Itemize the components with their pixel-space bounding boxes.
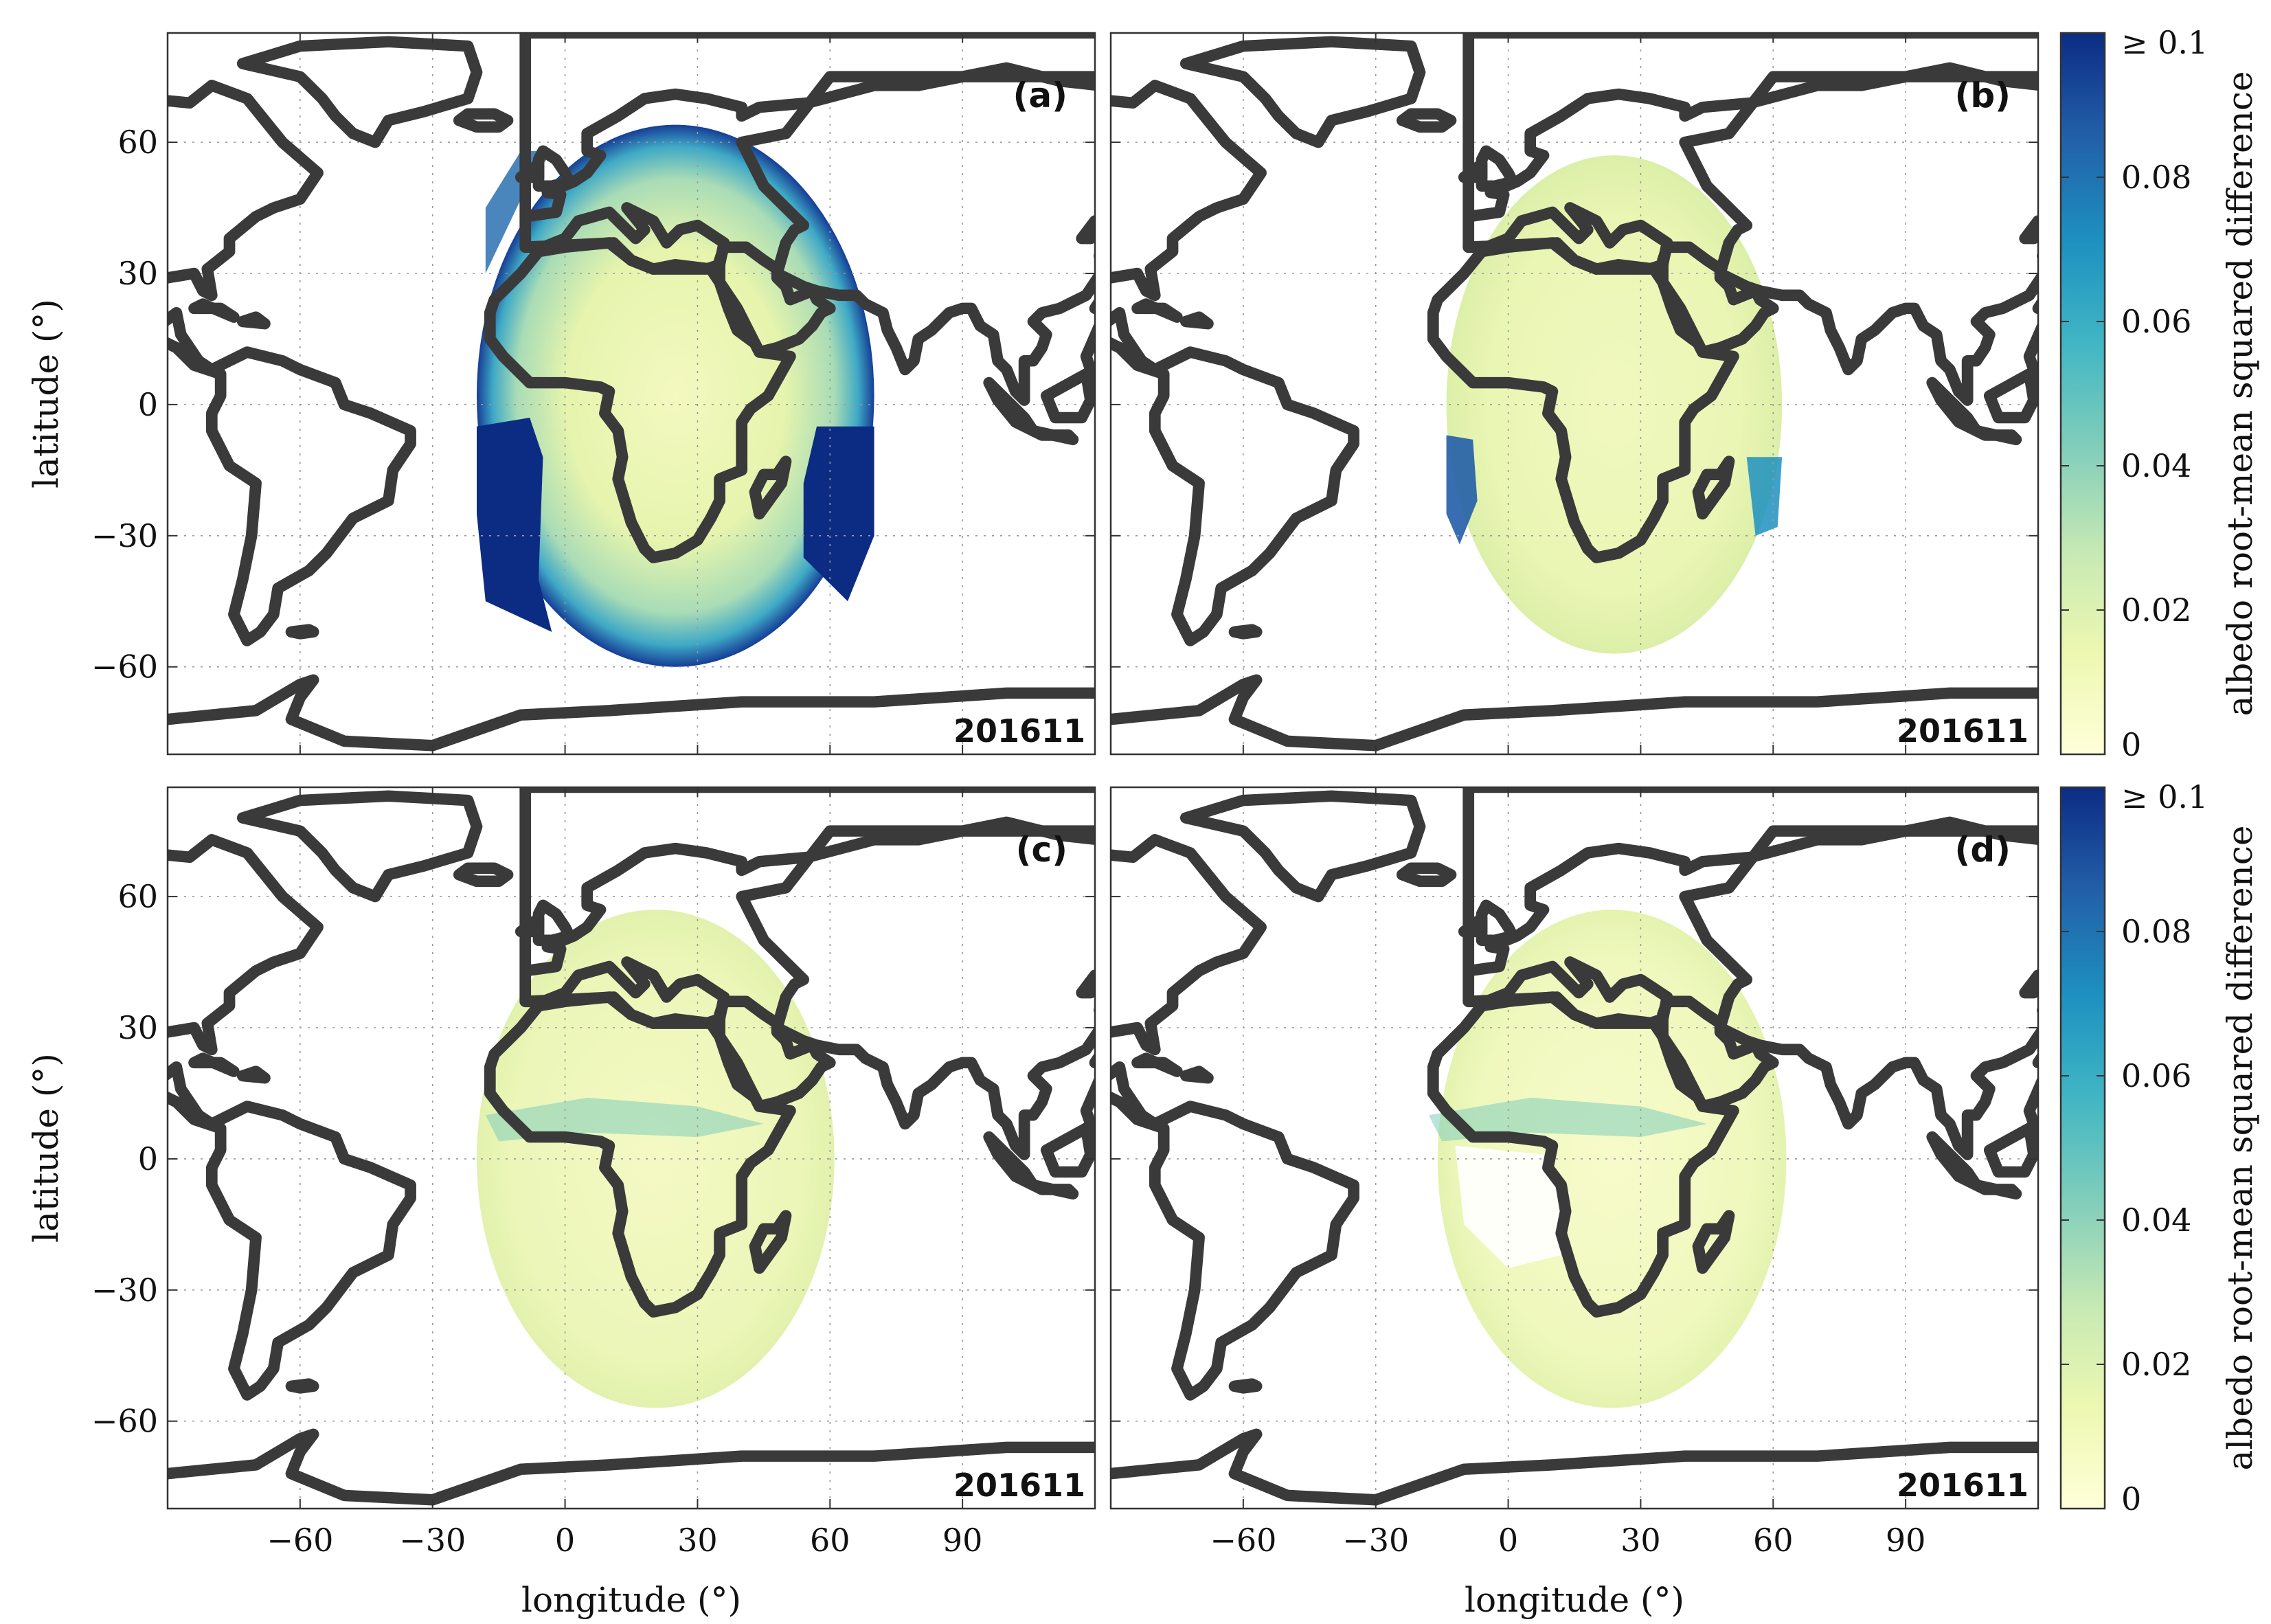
moderate-difference-band — [485, 1097, 764, 1142]
y-tick-label: 0 — [138, 386, 158, 423]
panel-tag: (a) — [1013, 76, 1067, 115]
date-label: 201611 — [1897, 1467, 2029, 1504]
plot-frame — [1109, 32, 2040, 756]
map-panel: (d) 201611 −60 −30 0 30 60 90 longitude (°) — [1109, 786, 2040, 1620]
map-panel: (c) 201611 60 30 0 −30 −60 latitude (°) −60 −30 0 3… — [26, 786, 1096, 1620]
colorbar-label: albedo root-mean squared difference — [2220, 71, 2260, 717]
colorbar-tick-label: ≥ 0.1 — [2121, 778, 2208, 815]
colorbar: ≥ 0.1 0.08 0.06 0.04 0.02 0 albedo root-mean s… — [2059, 24, 2260, 763]
colorbar-tick-label: 0 — [2121, 1480, 2141, 1518]
y-tick-label: −30 — [91, 517, 158, 554]
y-tick-label: −60 — [91, 649, 158, 686]
colorbar-tick-label: 0.04 — [2121, 1202, 2191, 1239]
colorbar-label: albedo root-mean squared difference — [2220, 826, 2260, 1471]
plot-frame — [166, 32, 1096, 756]
y-tick-label: −30 — [91, 1272, 158, 1309]
colorbar-tick-label: 0.06 — [2121, 1057, 2191, 1094]
panel-tag: (c) — [1016, 830, 1067, 870]
no-data-region — [1455, 1145, 1570, 1268]
x-tick-label: 60 — [810, 1522, 850, 1559]
albedo-swath — [1437, 910, 1787, 1408]
colorbar-tick-label: 0.08 — [2121, 159, 2191, 196]
colorbar-tick-label: 0.06 — [2121, 303, 2191, 340]
colorbar-gradient — [2059, 32, 2106, 756]
colorbar-gradient — [2059, 786, 2106, 1510]
high-difference-east — [803, 426, 874, 602]
colorbar-tick-label: 0.02 — [2121, 591, 2191, 629]
y-tick-label: 30 — [117, 255, 158, 292]
x-tick-label: −60 — [267, 1522, 333, 1559]
plot-frame — [166, 786, 1096, 1510]
y-tick-label: 30 — [117, 1009, 158, 1046]
x-tick-label: 90 — [942, 1522, 983, 1559]
x-tick-label: −30 — [1342, 1522, 1409, 1559]
high-difference-west — [1446, 435, 1478, 545]
y-tick-label: −60 — [91, 1403, 158, 1440]
panel-tag: (d) — [1955, 830, 2011, 870]
y-tick-label: 60 — [117, 124, 158, 161]
x-tick-label: 90 — [1886, 1522, 1926, 1559]
colorbar-tick-label: ≥ 0.1 — [2121, 24, 2208, 61]
high-difference-northwest — [485, 150, 552, 273]
moderate-difference-band — [1428, 1097, 1707, 1142]
x-tick-label: 30 — [1620, 1522, 1661, 1559]
map-panel: (a) 201611 60 30 0 −30 −60 latitude (°) — [26, 32, 1096, 756]
x-tick-label: −30 — [399, 1522, 466, 1559]
x-tick-label: 0 — [1498, 1522, 1518, 1559]
date-label: 201611 — [953, 712, 1085, 749]
map-panel: (b) 201611 — [1109, 32, 2040, 756]
colorbar: ≥ 0.1 0.08 0.06 0.04 0.02 0 albedo root-mean s… — [2059, 778, 2260, 1518]
colorbar-tick-label: 0.04 — [2121, 447, 2191, 484]
x-tick-label: 0 — [555, 1522, 575, 1559]
x-tick-label: 60 — [1753, 1522, 1794, 1559]
date-label: 201611 — [1897, 712, 2029, 749]
x-axis-label: longitude (°) — [521, 1580, 741, 1620]
panel-tag: (b) — [1955, 76, 2011, 115]
colorbar-tick-label: 0.02 — [2121, 1346, 2191, 1383]
colorbar-tick-label: 0 — [2121, 726, 2141, 763]
x-tick-label: −60 — [1210, 1522, 1276, 1559]
x-axis-label: longitude (°) — [1465, 1580, 1684, 1620]
colorbar-tick-label: 0.08 — [2121, 913, 2191, 950]
date-label: 201611 — [953, 1467, 1085, 1504]
high-difference-east — [1746, 457, 1783, 536]
albedo-swath — [477, 124, 874, 667]
high-difference-west — [477, 418, 552, 632]
y-axis-label: latitude (°) — [26, 299, 66, 488]
plot-frame — [1109, 786, 2040, 1510]
x-tick-label: 30 — [677, 1522, 718, 1559]
y-tick-label: 0 — [138, 1140, 158, 1177]
y-axis-label: latitude (°) — [26, 1053, 66, 1243]
y-tick-label: 60 — [117, 878, 158, 915]
